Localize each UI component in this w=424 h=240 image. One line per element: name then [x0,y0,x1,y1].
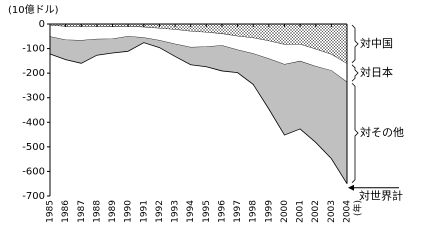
legend-label: 対中国 [360,36,393,50]
x-tick-label: 1998 [249,200,259,223]
x-tick-label: 2001 [296,200,306,223]
x-axis-label: (年) [352,200,364,216]
y-axis-label: (10億ドル) [8,3,59,16]
bracket [351,82,359,183]
x-tick-label: 1993 [171,200,181,223]
y-tick-label: -200 [22,68,45,79]
x-tick-label: 1988 [92,200,102,223]
x-tick-label: 1987 [77,200,87,223]
y-tick-label: -400 [22,117,45,128]
area [50,24,347,64]
x-tick-label: 1999 [264,200,274,223]
area [50,25,347,83]
x-tick-label: 2004 [343,200,353,223]
x-tick-label: 1997 [233,200,243,223]
y-tick-label: -500 [22,142,45,153]
bracket [351,64,359,82]
y-tick-label: -100 [22,44,45,55]
x-tick-label: 2003 [327,200,337,223]
y-tick-label: 0 [39,19,45,30]
x-tick-label: 1989 [108,200,118,223]
x-tick-label: 2002 [311,200,321,223]
x-tick-label: 1990 [124,200,134,223]
y-tick-label: -600 [22,166,45,177]
arrow-head [348,184,354,191]
total-label: 対世界計 [359,189,403,203]
x-tick-label: 1994 [186,200,196,223]
y-tick-label: -700 [22,191,45,202]
x-tick-label: 1986 [61,200,71,223]
area-edge [49,42,348,184]
legend-label: 対日本 [360,65,393,79]
x-tick-label: 2000 [280,200,290,223]
x-tick-label: 1996 [217,200,227,223]
x-tick-label: 1992 [155,200,165,223]
y-tick-label: -300 [22,93,45,104]
bracket [351,24,359,64]
x-tick-label: 1995 [202,200,212,223]
x-tick-label: 1991 [139,200,149,223]
area [50,36,347,184]
legend-label: 対その他 [360,125,404,139]
x-tick-label: 1985 [46,200,56,223]
